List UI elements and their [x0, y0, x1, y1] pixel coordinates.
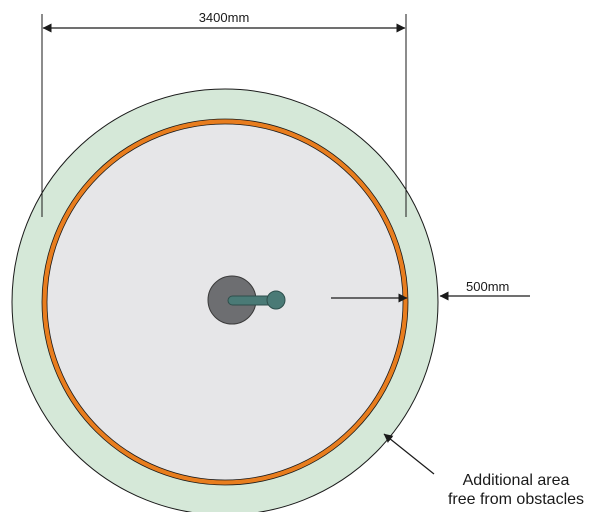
annotation-leader	[383, 433, 435, 475]
clearance-label: 500mm	[466, 279, 509, 294]
diameter-label: 3400mm	[199, 10, 250, 25]
annotation-line-1: Additional area	[463, 472, 570, 489]
annotation-line-2: free from obstacles	[448, 491, 584, 508]
arm-knob	[266, 290, 286, 310]
